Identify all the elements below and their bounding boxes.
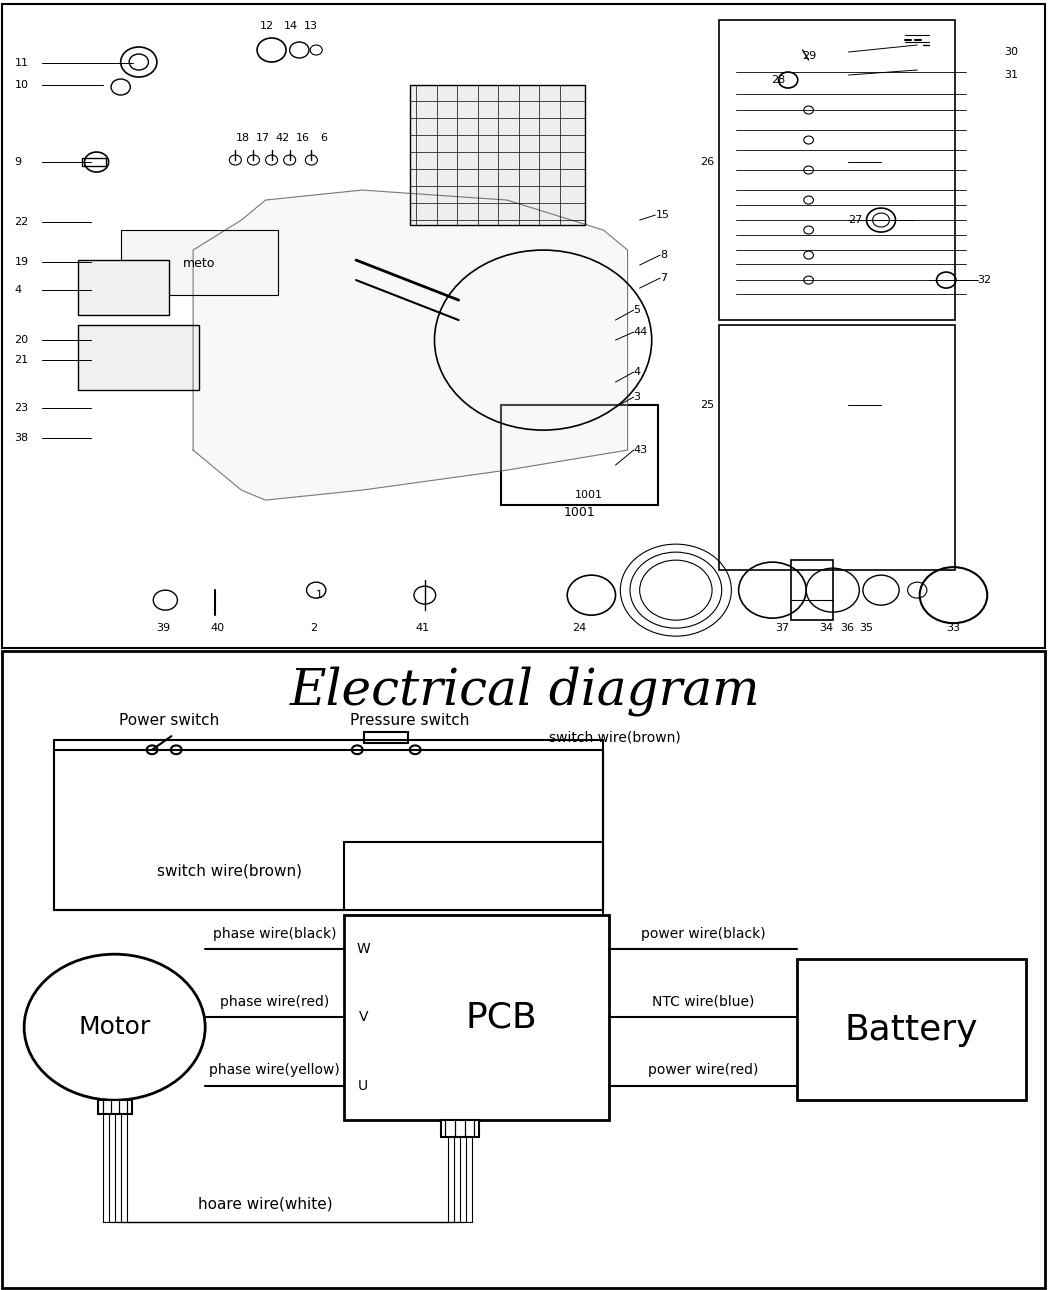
Text: 18: 18	[235, 133, 250, 143]
Text: 1001: 1001	[564, 506, 595, 519]
Text: meto: meto	[183, 257, 215, 270]
Bar	[79, 261, 169, 315]
Bar	[55, 740, 604, 911]
Bar	[364, 733, 408, 743]
Text: 29: 29	[802, 52, 817, 61]
Text: phase wire(red): phase wire(red)	[219, 995, 330, 1009]
Bar	[79, 325, 200, 390]
Bar	[719, 21, 954, 320]
Text: 30: 30	[1004, 46, 1018, 57]
Text: 40: 40	[210, 623, 225, 633]
Text: 39: 39	[155, 623, 170, 633]
Text: V: V	[358, 1010, 369, 1024]
Text: 16: 16	[296, 133, 310, 143]
Text: NTC wire(blue): NTC wire(blue)	[652, 995, 754, 1009]
Text: 36: 36	[840, 623, 855, 633]
Text: 14: 14	[284, 21, 298, 31]
Bar	[121, 230, 277, 295]
Text: power wire(red): power wire(red)	[648, 1063, 758, 1077]
Text: 43: 43	[633, 445, 648, 455]
Text: 2: 2	[310, 623, 317, 633]
Text: 11: 11	[15, 58, 28, 68]
Text: 26: 26	[700, 157, 714, 166]
Text: 34: 34	[820, 623, 834, 633]
Text: switch wire(brown): switch wire(brown)	[549, 730, 680, 744]
Text: 8: 8	[660, 250, 668, 261]
Text: phase wire(yellow): phase wire(yellow)	[209, 1063, 340, 1077]
Text: 7: 7	[660, 273, 668, 283]
Text: 4: 4	[15, 285, 22, 295]
Text: Motor: Motor	[79, 1015, 151, 1040]
Bar	[441, 1120, 479, 1138]
Text: 21: 21	[15, 355, 28, 365]
Bar	[719, 325, 954, 570]
Text: PCB: PCB	[465, 1001, 537, 1035]
Text: 5: 5	[633, 304, 640, 315]
Text: 44: 44	[633, 328, 648, 337]
Text: 19: 19	[15, 257, 28, 267]
Text: 4: 4	[633, 368, 640, 377]
Text: hoare wire(white): hoare wire(white)	[198, 1197, 333, 1211]
Text: power wire(black): power wire(black)	[640, 926, 765, 940]
Text: W: W	[356, 942, 371, 956]
Text: 12: 12	[259, 21, 274, 31]
Text: 10: 10	[15, 80, 28, 90]
Text: 24: 24	[572, 623, 587, 633]
Bar	[501, 405, 657, 506]
Text: 1: 1	[316, 590, 323, 600]
Text: 17: 17	[256, 133, 270, 143]
Text: 35: 35	[860, 623, 874, 633]
Text: 13: 13	[304, 21, 318, 31]
Text: 22: 22	[15, 217, 28, 227]
Text: 38: 38	[15, 433, 28, 442]
Text: 15: 15	[655, 210, 669, 221]
Bar	[82, 159, 106, 166]
Bar	[344, 916, 609, 1120]
Text: 25: 25	[700, 400, 714, 410]
Text: Power switch: Power switch	[119, 713, 219, 728]
Text: phase wire(black): phase wire(black)	[213, 926, 336, 940]
Text: Pressure switch: Pressure switch	[350, 713, 469, 728]
Bar	[411, 85, 585, 224]
Text: 32: 32	[978, 275, 991, 285]
Text: 9: 9	[15, 157, 22, 166]
Bar	[791, 560, 833, 620]
Text: switch wire(brown): switch wire(brown)	[156, 864, 302, 878]
Text: 28: 28	[771, 75, 785, 85]
Text: 3: 3	[633, 392, 640, 402]
Text: 23: 23	[15, 402, 28, 413]
Text: 27: 27	[848, 215, 863, 224]
Text: 6: 6	[320, 133, 327, 143]
Text: Battery: Battery	[844, 1013, 978, 1046]
Polygon shape	[193, 190, 628, 501]
Text: 31: 31	[1004, 70, 1018, 80]
Text: 33: 33	[946, 623, 961, 633]
Text: U: U	[358, 1078, 369, 1093]
Text: Electrical diagram: Electrical diagram	[290, 667, 760, 716]
Text: 1001: 1001	[574, 490, 603, 501]
Bar	[98, 1100, 131, 1113]
Text: 37: 37	[775, 623, 790, 633]
Text: 42: 42	[275, 133, 290, 143]
Text: 41: 41	[416, 623, 429, 633]
Bar	[797, 958, 1026, 1100]
Text: 20: 20	[15, 335, 28, 346]
